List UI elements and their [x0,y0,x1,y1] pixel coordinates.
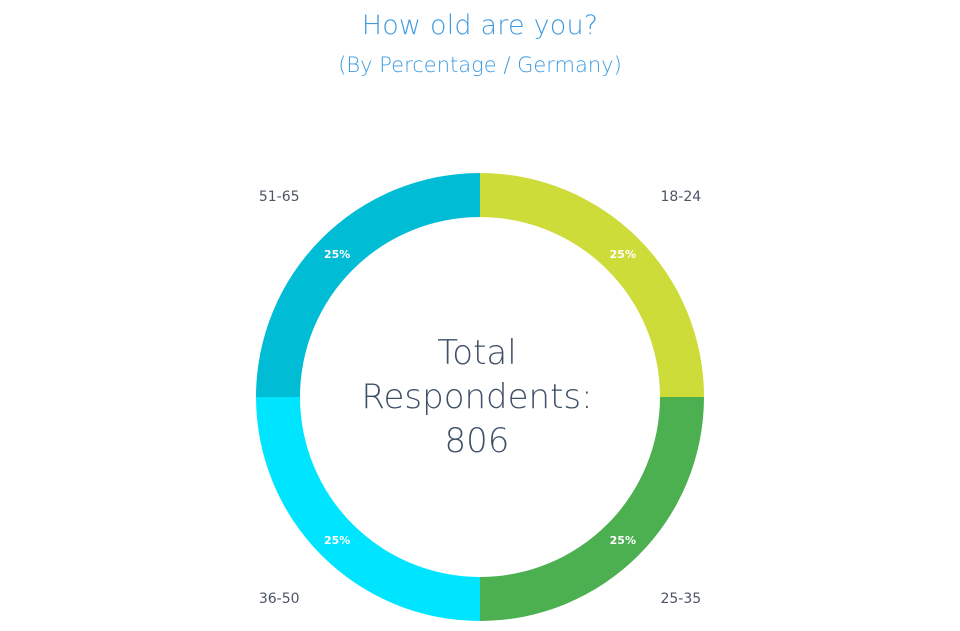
slice-value-label-51-65: 25% [324,248,350,261]
category-label-51-65: 51-65 [259,189,300,205]
category-label-25-35: 25-35 [660,591,701,607]
center-label-line-2: Respondents: [361,377,592,417]
donut-slice-25-35 [480,397,704,621]
donut-slice-51-65 [256,173,480,397]
slice-value-label-18-24: 25% [610,248,636,261]
slice-value-label-36-50: 25% [324,534,350,547]
chart-title: How old are you? [361,10,599,41]
category-label-36-50: 36-50 [259,591,300,607]
category-label-18-24: 18-24 [660,189,701,205]
donut-slice-36-50 [256,397,480,621]
center-label-line-1: Total [437,333,516,373]
chart-subtitle: (By Percentage / Germany) [338,53,622,77]
donut-slice-18-24 [480,173,704,397]
slice-value-label-25-35: 25% [610,534,636,547]
center-label-line-3: 806 [445,421,510,461]
